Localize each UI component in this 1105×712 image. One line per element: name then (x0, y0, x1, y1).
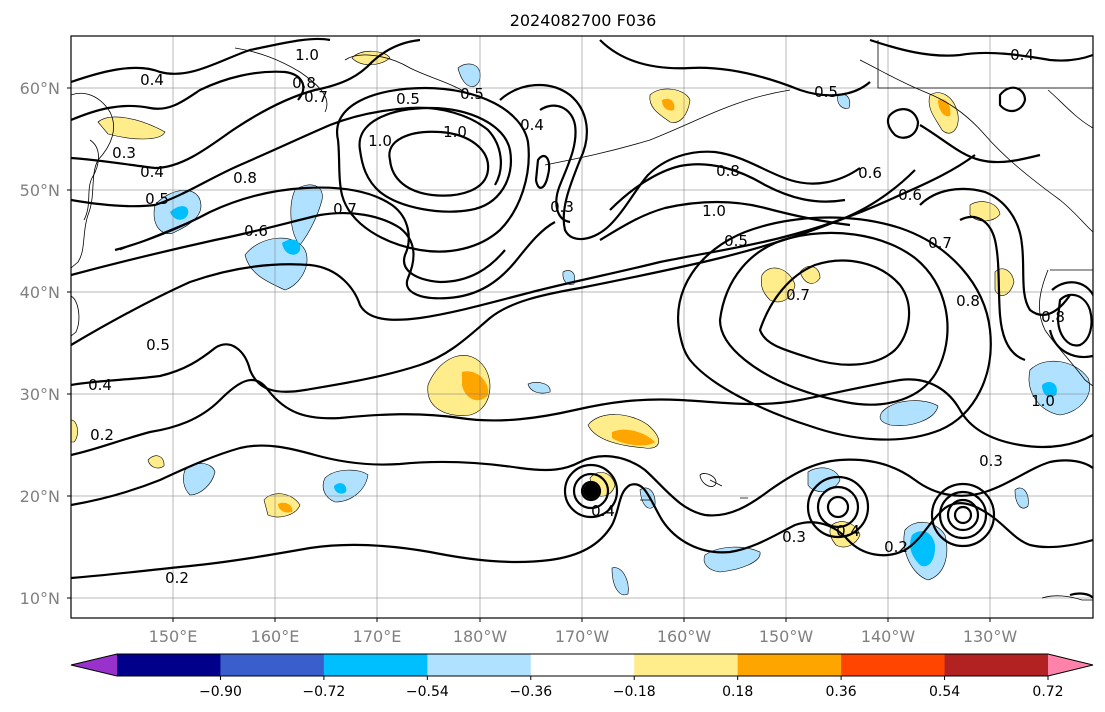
colorbar-segment (117, 654, 221, 676)
contour-label: 0.6 (898, 186, 922, 204)
contour-label: 0.7 (928, 234, 952, 252)
colorbar-segment (427, 654, 532, 676)
lon-label: 180°W (453, 627, 508, 646)
map-area: 0.4 1.0 0.8 0.7 0.5 0.5 0.3 0.4 0.5 0.8 … (71, 36, 1093, 618)
lat-label: 20°N (20, 487, 60, 506)
contour-label: 0.3 (550, 198, 574, 216)
contour-label: 0.6 (244, 222, 268, 240)
lat-label: 60°N (20, 79, 60, 98)
lon-label: 160°W (657, 627, 712, 646)
contour-label: 0.4 (140, 71, 164, 89)
lon-label: 170°W (555, 627, 610, 646)
contour-label: 0.6 (858, 164, 882, 182)
lat-label: 30°N (20, 385, 60, 404)
lon-label: 170°E (353, 627, 402, 646)
contour-label: 1.0 (368, 132, 392, 150)
colorbar-tick-label: −0.54 (406, 684, 449, 700)
colorbar-tick-label: 0.54 (929, 684, 960, 700)
contour-label: 0.4 (520, 116, 544, 134)
axis-ticks (67, 87, 991, 622)
colorbar-tick-label: 0.18 (722, 684, 753, 700)
colorbar-tick-label: −0.36 (509, 684, 552, 700)
contour-label: 1.0 (1031, 392, 1055, 410)
contour-label: 0.4 (591, 502, 615, 520)
colorbar-segment (634, 654, 739, 676)
colorbar-extend-high (1048, 654, 1093, 676)
lon-label: 140°W (861, 627, 916, 646)
contour-label: 0.8 (233, 169, 257, 187)
colorbar: −0.90 −0.72 −0.54 −0.36 −0.18 0.18 0.36 0.54 0.7… (70, 653, 1094, 700)
colorbar-segment (841, 654, 946, 676)
contour-label: 0.7 (304, 88, 328, 106)
contour-label: 1.0 (295, 46, 319, 64)
contour-label: 0.5 (396, 90, 420, 108)
contour-label: 0.7 (333, 200, 357, 218)
contour-label: 0.8 (1041, 308, 1065, 326)
contours (71, 37, 1093, 599)
contour-label: 0.5 (724, 232, 748, 250)
colorbar-tick-label: −0.18 (613, 684, 656, 700)
contour-label: 0.7 (786, 286, 810, 304)
colorbar-ticks: −0.90 −0.72 −0.54 −0.36 −0.18 0.18 0.36 0.54 0.7… (199, 676, 1064, 700)
contour-label: 0.3 (112, 144, 136, 162)
colorbar-segment (944, 654, 1049, 676)
colorbar-segment (220, 654, 325, 676)
contour-label: 0.4 (88, 376, 112, 394)
colorbar-segment (737, 654, 842, 676)
contour-label: 0.5 (146, 336, 170, 354)
contour-label: 0.3 (782, 528, 806, 546)
contour-label: 0.3 (979, 452, 1003, 470)
contour-label: 0.8 (956, 292, 980, 310)
lon-label: 150°W (759, 627, 814, 646)
contour-label: 0.4 (140, 163, 164, 181)
contour-label: 0.8 (716, 162, 740, 180)
contour-label: 1.0 (443, 123, 467, 141)
lon-label: 130°W (963, 627, 1018, 646)
lon-label: 150°E (149, 627, 198, 646)
colorbar-segment (530, 654, 635, 676)
colorbar-segment (323, 654, 428, 676)
contour-label: 0.8 (292, 74, 316, 92)
contour-label: 0.5 (145, 190, 169, 208)
contour-label: 0.2 (884, 538, 908, 556)
colorbar-tick-label: 0.72 (1032, 684, 1063, 700)
contour-label: 0.4 (1010, 46, 1034, 64)
contour-label: 1.0 (702, 202, 726, 220)
longitude-labels: 150°E 160°E 170°E 180°W 170°W 160°W 150°… (149, 627, 1018, 646)
contour-label: 0.5 (814, 83, 838, 101)
contour-label: 0.2 (165, 569, 189, 587)
colorbar-segments (71, 654, 1093, 676)
colorbar-extend-low (71, 654, 117, 676)
colorbar-tick-label: −0.90 (199, 684, 242, 700)
colorbar-tick-label: 0.36 (826, 684, 857, 700)
lat-label: 50°N (20, 181, 60, 200)
colorbar-tick-label: −0.72 (302, 684, 345, 700)
colorbar-outline (70, 653, 1094, 677)
contour-label: 0.4 (836, 522, 860, 540)
lat-label: 10°N (20, 589, 60, 608)
contour-labels: 0.4 1.0 0.8 0.7 0.5 0.5 0.3 0.4 0.5 0.8 … (88, 46, 1065, 587)
contour-label: 0.2 (90, 426, 114, 444)
lat-label: 40°N (20, 283, 60, 302)
map-title: 2024082700 F036 (510, 11, 657, 30)
latitude-labels: 60°N 50°N 40°N 30°N 20°N 10°N (20, 79, 60, 608)
lon-label: 160°E (251, 627, 300, 646)
contour-label: 0.5 (460, 85, 484, 103)
